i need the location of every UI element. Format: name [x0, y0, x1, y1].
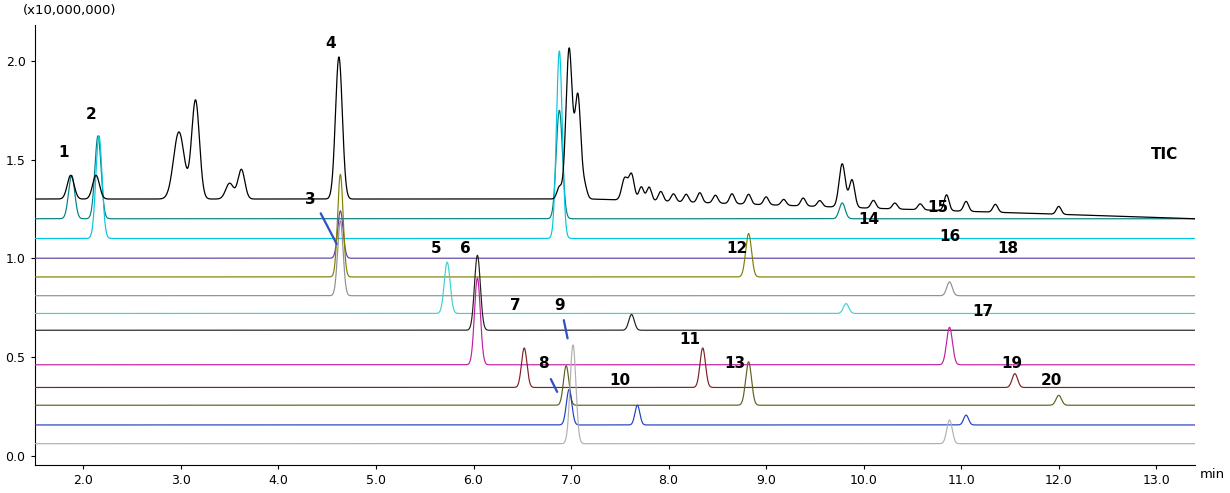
Text: 7: 7 [510, 298, 520, 314]
Text: 8: 8 [539, 355, 549, 371]
Text: 15: 15 [927, 200, 948, 215]
Text: 17: 17 [972, 304, 994, 319]
Text: 14: 14 [859, 211, 879, 227]
Text: 13: 13 [724, 355, 745, 371]
Text: 5: 5 [432, 241, 442, 256]
Text: 11: 11 [679, 332, 701, 347]
Text: (x10,000,000): (x10,000,000) [23, 4, 117, 17]
Text: 3: 3 [305, 192, 316, 207]
Text: 18: 18 [998, 241, 1018, 256]
Text: 10: 10 [609, 374, 631, 388]
Text: 19: 19 [1001, 355, 1022, 371]
Text: 4: 4 [326, 36, 337, 51]
Text: min: min [1200, 468, 1225, 481]
Text: 12: 12 [726, 241, 748, 256]
Text: 9: 9 [554, 298, 565, 314]
Text: 16: 16 [938, 229, 961, 245]
Text: 1: 1 [59, 144, 69, 160]
Text: TIC: TIC [1150, 146, 1178, 162]
Text: 2: 2 [86, 107, 96, 122]
Text: 20: 20 [1041, 374, 1061, 388]
Text: 6: 6 [460, 241, 471, 256]
